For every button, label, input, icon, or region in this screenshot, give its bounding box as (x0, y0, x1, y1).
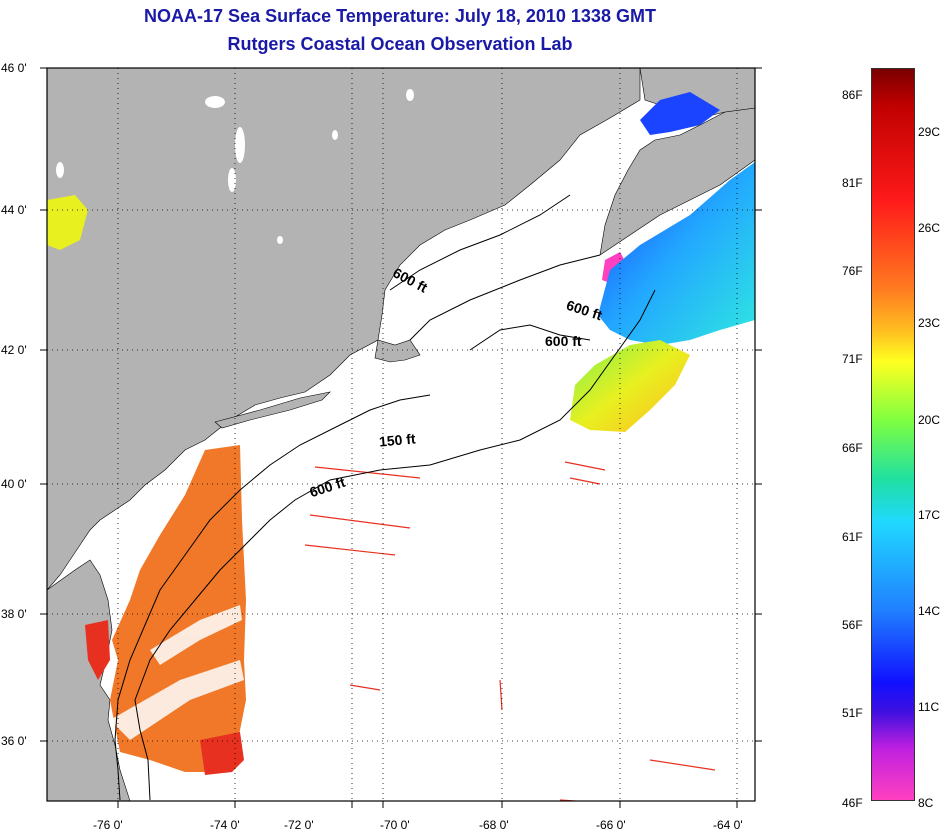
colorbar-label-71f: 71F (842, 352, 863, 366)
lon-label-76: -76 0' (93, 818, 123, 832)
lon-label-66: -66 0' (596, 818, 626, 832)
lat-label-42: 42 0' (1, 343, 27, 357)
colorbar-label-26c: 26C (918, 221, 941, 235)
temperature-colorbar (871, 68, 915, 801)
lat-label-40: 40 0' (1, 477, 27, 491)
sst-georges-bank (570, 340, 690, 432)
colorbar-label-14c: 14C (918, 604, 941, 618)
sst-mid-atlantic-red (200, 732, 244, 775)
colorbar-label-76f: 76F (842, 264, 863, 278)
colorbar-label-46f: 46F (842, 796, 863, 810)
lon-label-74: -74 0' (210, 818, 240, 832)
colorbar-label-81f: 81F (842, 176, 863, 190)
colorbar-label-86f: 86F (842, 88, 863, 102)
lon-label-68: -68 0' (479, 818, 509, 832)
map-frame (46, 67, 756, 802)
lon-label-64: -64 0' (713, 818, 743, 832)
colorbar-label-61f: 61F (842, 530, 863, 544)
land-long-island (214, 391, 331, 429)
lat-label-44: 44 0' (1, 203, 27, 217)
lat-label-36: 36 0' (1, 734, 27, 748)
colorbar-label-51f: 51F (842, 706, 863, 720)
land-cape-cod (374, 339, 421, 363)
axis-ticks (40, 67, 762, 808)
contour-label-150ft: 150 ft (378, 430, 417, 450)
cloud-streaks (110, 605, 244, 740)
colorbar-label-8c: 8C (918, 796, 934, 810)
land-nova-scotia (599, 107, 755, 256)
contour-label-600ft-georges: 600 ft (545, 333, 582, 349)
inland-lakes (56, 89, 414, 244)
lat-label-46: 46 0' (1, 61, 27, 75)
lon-label-72: -72 0' (284, 818, 314, 832)
lat-label-38: 38 0' (1, 607, 27, 621)
colorbar-label-66f: 66F (842, 441, 863, 455)
graticule (47, 68, 755, 801)
colorbar-label-20c: 20C (918, 413, 941, 427)
colorbar-label-17c: 17C (918, 508, 941, 522)
sst-upstate-patch (47, 195, 88, 250)
sst-cold-bay-of-fundy (640, 92, 720, 135)
map-subtitle: Rutgers Coastal Ocean Observation Lab (227, 34, 573, 54)
sst-scotian-shelf (598, 162, 755, 345)
colorbar-label-56f: 56F (842, 618, 863, 632)
sst-chesapeake (85, 620, 110, 680)
colorbar-label-11c: 11C (918, 700, 940, 714)
map-title: NOAA-17 Sea Surface Temperature: July 18… (144, 6, 656, 26)
bathymetry-contours (114, 194, 656, 801)
lon-label-70: -70 0' (380, 818, 410, 832)
colorbar-label-29c: 29C (918, 125, 941, 139)
colorbar-label-23c: 23C (918, 316, 941, 330)
land-mainland (47, 68, 641, 591)
